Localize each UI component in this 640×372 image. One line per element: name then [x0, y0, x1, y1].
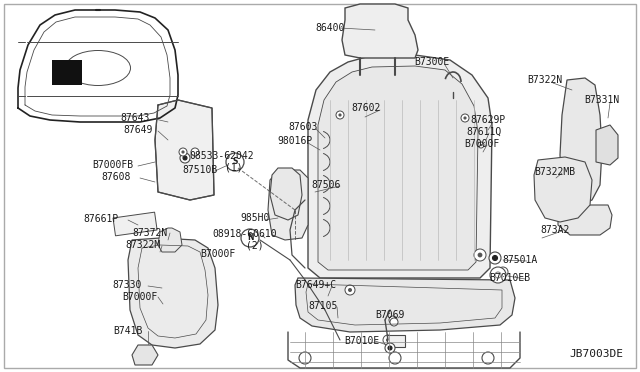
Polygon shape: [268, 170, 308, 240]
Text: 08533-62042: 08533-62042: [189, 151, 254, 161]
Circle shape: [345, 285, 355, 295]
Polygon shape: [534, 157, 592, 222]
Text: B7069: B7069: [375, 310, 404, 320]
Text: 87611Q: 87611Q: [467, 127, 502, 137]
Text: B7000F: B7000F: [200, 249, 236, 259]
Circle shape: [339, 113, 342, 116]
Circle shape: [385, 343, 395, 353]
Polygon shape: [155, 100, 214, 200]
Text: B7649+C: B7649+C: [296, 280, 337, 290]
Text: 985H0: 985H0: [240, 213, 269, 223]
Circle shape: [226, 153, 244, 171]
Text: B7010E: B7010E: [344, 336, 380, 346]
Text: S: S: [232, 157, 237, 167]
Text: 873A2: 873A2: [540, 225, 570, 235]
Bar: [387, 335, 405, 347]
Text: N: N: [247, 234, 253, 243]
Circle shape: [493, 256, 497, 260]
Circle shape: [180, 153, 190, 163]
Polygon shape: [132, 345, 158, 365]
Circle shape: [179, 148, 187, 156]
Circle shape: [389, 352, 401, 364]
Circle shape: [386, 338, 390, 342]
Circle shape: [241, 229, 259, 247]
Text: B7322N: B7322N: [527, 75, 563, 85]
Text: 87105: 87105: [308, 301, 338, 311]
Circle shape: [390, 318, 398, 326]
Text: B7010EB: B7010EB: [490, 273, 531, 283]
Circle shape: [392, 318, 395, 322]
Circle shape: [336, 111, 344, 119]
Polygon shape: [308, 55, 492, 278]
Circle shape: [348, 288, 352, 292]
Text: B7000FB: B7000FB: [92, 160, 134, 170]
Bar: [52, 60, 82, 85]
Text: 87643: 87643: [120, 113, 150, 123]
Text: 98016P: 98016P: [277, 136, 312, 146]
Text: 87330: 87330: [112, 280, 141, 290]
Circle shape: [388, 346, 392, 350]
Text: 87602: 87602: [351, 103, 381, 113]
Text: 87322M: 87322M: [125, 240, 161, 250]
Text: 87372N: 87372N: [132, 228, 168, 238]
Text: 87603: 87603: [288, 122, 317, 132]
Circle shape: [183, 156, 187, 160]
Circle shape: [389, 316, 397, 324]
Polygon shape: [342, 4, 418, 58]
Polygon shape: [128, 238, 218, 348]
Text: 87661P: 87661P: [83, 214, 118, 224]
Circle shape: [489, 252, 501, 264]
Text: B741B: B741B: [113, 326, 143, 336]
Polygon shape: [560, 78, 602, 205]
Circle shape: [490, 267, 506, 283]
Text: JB7003DE: JB7003DE: [569, 349, 623, 359]
Text: 87506: 87506: [311, 180, 340, 190]
Circle shape: [495, 272, 501, 278]
Circle shape: [482, 352, 494, 364]
Circle shape: [501, 270, 505, 274]
Text: B7331N: B7331N: [584, 95, 620, 105]
Text: (2): (2): [246, 241, 264, 251]
Text: B7322MB: B7322MB: [534, 167, 575, 177]
Text: 87510B: 87510B: [182, 165, 218, 175]
Circle shape: [478, 142, 484, 148]
Circle shape: [477, 253, 483, 257]
Circle shape: [463, 116, 467, 120]
Text: B7000F: B7000F: [122, 292, 157, 302]
Circle shape: [498, 267, 508, 277]
Text: 87629P: 87629P: [470, 115, 506, 125]
Text: B7300E: B7300E: [414, 57, 450, 67]
Circle shape: [299, 352, 311, 364]
Text: 87649: 87649: [124, 125, 153, 135]
Polygon shape: [318, 66, 478, 270]
Text: B7000F: B7000F: [465, 139, 500, 149]
Text: 86400: 86400: [316, 23, 345, 33]
Bar: [113, 212, 157, 236]
Text: 08918-60610: 08918-60610: [212, 229, 277, 239]
Text: 87501A: 87501A: [502, 255, 538, 265]
Circle shape: [474, 249, 486, 261]
Circle shape: [191, 148, 199, 156]
Circle shape: [383, 335, 393, 345]
Polygon shape: [596, 125, 618, 165]
Polygon shape: [558, 205, 612, 235]
Polygon shape: [158, 228, 182, 252]
Text: 87608: 87608: [101, 172, 131, 182]
Polygon shape: [295, 278, 515, 332]
Circle shape: [181, 150, 184, 154]
Polygon shape: [270, 168, 302, 220]
Circle shape: [480, 144, 482, 146]
Circle shape: [461, 114, 469, 122]
Text: (1): (1): [225, 163, 243, 173]
